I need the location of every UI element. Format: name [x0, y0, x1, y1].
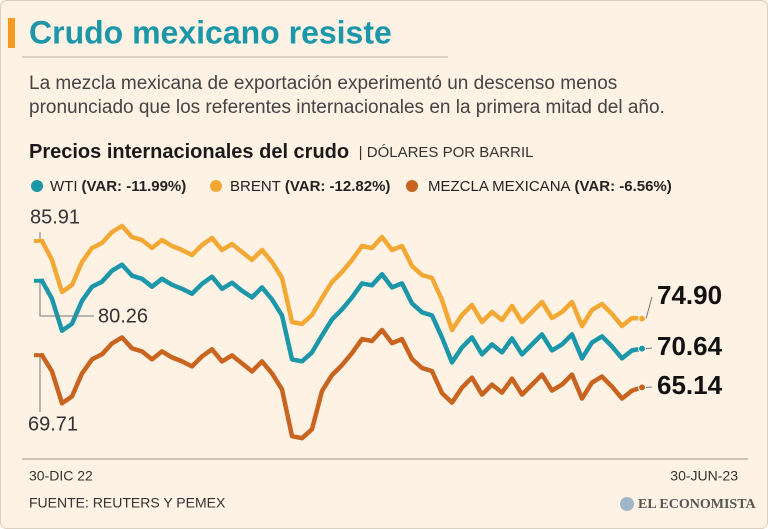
end-marker	[638, 314, 646, 323]
series-line	[39, 327, 645, 441]
end-marker	[638, 344, 646, 353]
data-label: 74.90	[657, 280, 722, 310]
label-connector	[645, 347, 653, 350]
end-marker	[638, 383, 646, 392]
data-label: 70.64	[657, 331, 723, 361]
brand-logo	[620, 497, 634, 511]
data-label: 69.71	[28, 413, 78, 435]
subtitle: pronunciado que los referentes internaci…	[29, 97, 665, 118]
legend-name: WTI	[50, 178, 78, 195]
series-line	[39, 223, 645, 333]
legend-var: (VAR: -11.99%)	[82, 178, 187, 195]
legend-var: (VAR: -12.82%)	[285, 178, 391, 195]
legend-marker	[406, 180, 418, 192]
brand: EL ECONOMISTA	[638, 497, 756, 512]
legend-entry: BRENT (VAR: -12.82%)	[230, 178, 390, 195]
series-line	[39, 262, 645, 365]
chart-heading: Precios internacionales del crudo | DÓLA…	[29, 141, 533, 163]
title-accent	[8, 18, 15, 48]
subtitle: La mezcla mexicana de exportación experi…	[29, 73, 617, 94]
label-connector	[645, 296, 653, 319]
chart-title: Crudo mexicano resiste	[29, 14, 392, 50]
legend-marker	[210, 180, 222, 192]
legend-entry: WTI (VAR: -11.99%)	[50, 178, 186, 195]
unit-label: | DÓLARES POR BARRIL	[359, 144, 534, 161]
legend-var: (VAR: -6.56%)	[575, 178, 672, 195]
legend-marker	[31, 180, 43, 192]
x-tick-label: 30-JUN-23	[670, 468, 738, 484]
chart-heading-text: Precios internacionales del crudo	[29, 141, 349, 163]
legend-name: MEZCLA MEXICANA	[428, 178, 571, 195]
data-label: 80.26	[98, 305, 148, 327]
x-tick-label: 30-DIC 22	[29, 468, 93, 484]
legend-name: BRENT	[230, 178, 281, 195]
source: FUENTE: REUTERS Y PEMEX	[29, 495, 226, 511]
label-connector	[39, 280, 94, 317]
legend-entry: MEZCLA MEXICANA (VAR: -6.56%)	[428, 178, 672, 195]
data-label: 65.14	[657, 370, 723, 400]
data-label: 85.91	[30, 206, 80, 228]
